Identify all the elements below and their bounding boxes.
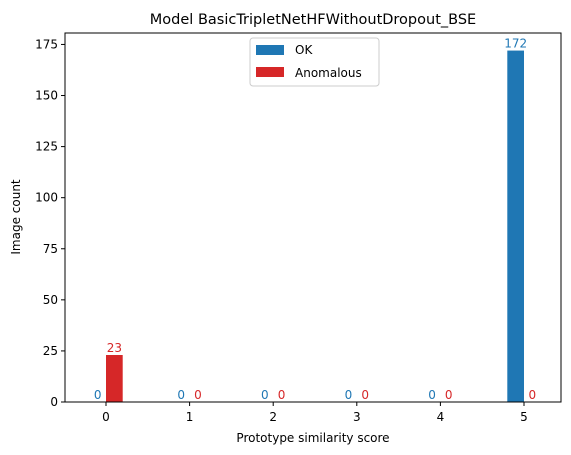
- y-tick-label-175: 175: [35, 37, 58, 51]
- x-tick-label-5: 5: [520, 410, 528, 424]
- x-tick-label-3: 3: [353, 410, 361, 424]
- y-tick-label-0: 0: [50, 395, 58, 409]
- y-tick-label-75: 75: [43, 242, 58, 256]
- bar-label-ok-3: 0: [345, 388, 353, 402]
- bar-label-anomalous-3: 0: [361, 388, 369, 402]
- bar-label-ok-5: 172: [504, 37, 527, 51]
- y-tick-label-125: 125: [35, 140, 58, 154]
- y-tick-label-50: 50: [43, 293, 58, 307]
- bar-ok-5: [507, 50, 524, 402]
- plot-frame: [64, 32, 562, 403]
- x-tick-label-1: 1: [186, 410, 194, 424]
- bar-label-anomalous-1: 0: [194, 388, 202, 402]
- bar-label-ok-4: 0: [428, 388, 436, 402]
- legend-swatch-ok: [256, 45, 284, 55]
- y-axis-label: Image count: [9, 179, 23, 255]
- y-axis: 0 25 50 75 100 125 150 175: [35, 37, 65, 409]
- bar-label-anomalous-5: 0: [529, 388, 537, 402]
- legend-label-anomalous: Anomalous: [295, 66, 362, 80]
- bar-label-ok-1: 0: [177, 388, 185, 402]
- x-tick-label-4: 4: [437, 410, 445, 424]
- chart-title: Model BasicTripletNetHFWithoutDropout_BS…: [150, 12, 476, 28]
- y-tick-label-25: 25: [43, 344, 58, 358]
- legend: OK Anomalous: [249, 37, 380, 87]
- bar-label-anomalous-2: 0: [278, 388, 286, 402]
- y-tick-label-150: 150: [35, 89, 58, 103]
- bar-label-ok-0: 0: [94, 388, 102, 402]
- legend-label-ok: OK: [295, 43, 313, 57]
- bar-label-anomalous-0: 23: [107, 341, 122, 355]
- y-tick-label-100: 100: [35, 191, 58, 205]
- bar-anomalous-0: [106, 355, 123, 402]
- x-axis: 0 1 2 3 4 5: [102, 402, 528, 424]
- bars-layer: [106, 50, 524, 402]
- x-axis-label: Prototype similarity score: [236, 431, 389, 445]
- bar-label-anomalous-4: 0: [445, 388, 453, 402]
- bar-label-ok-2: 0: [261, 388, 269, 402]
- legend-swatch-anomalous: [256, 67, 284, 77]
- x-tick-label-0: 0: [102, 410, 110, 424]
- x-tick-label-2: 2: [269, 410, 277, 424]
